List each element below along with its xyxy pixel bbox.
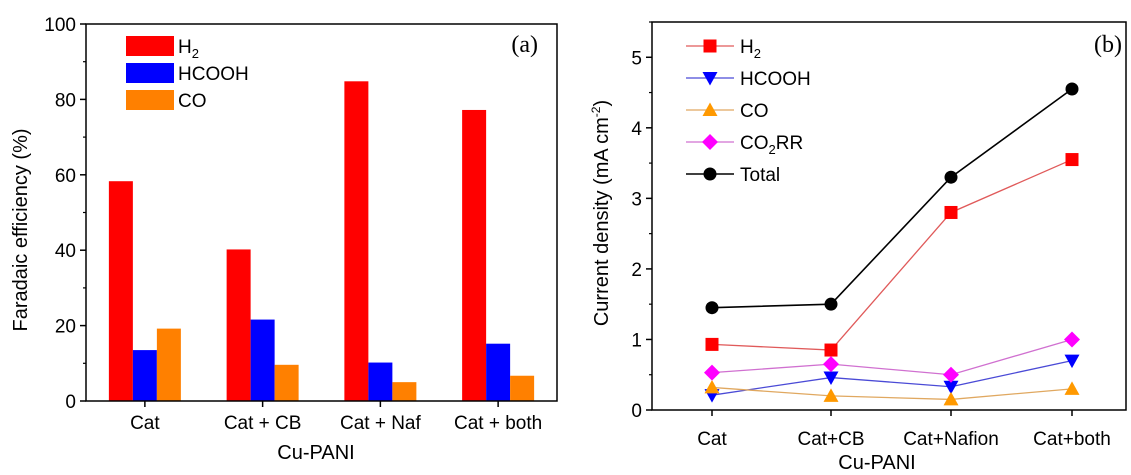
bar-co-1 [274,364,299,401]
bar-hcooh-0 [132,350,157,401]
legend-marker-hcooh [702,72,718,86]
panel-b-plot-frame [651,21,1127,411]
series-line-h2 [711,158,1073,351]
legend-label-h2: H2 [178,37,199,61]
legend-label-hcooh: HCOOH [740,69,811,90]
series-line-co2rr [711,338,1073,376]
legend-label-h2: H2 [740,37,761,61]
point-total-3 [1065,82,1079,96]
point-co-3 [1064,381,1080,395]
panel-a-y-tick-label: 20 [55,317,76,338]
panel-b-line-chart: Current density (mA cm-2) Cu-PANI (b) 0 1… [589,21,1127,474]
panel-a-y-tick-label: 60 [55,166,76,187]
point-total-1 [824,297,838,311]
point-co2rr-2 [943,366,959,383]
point-hcooh-2 [943,380,959,395]
point-co-1 [823,388,839,402]
bar-hcooh-1 [250,319,275,401]
legend-label-co: CO [740,101,769,122]
point-hcooh-1 [823,371,839,386]
panel-a-x-axis-label: Cu-PANI [277,442,354,464]
panel-a-x-tick-label: Cat + both [454,413,542,434]
bar-hcooh-2 [368,362,393,401]
bar-hcooh-3 [486,343,511,401]
legend-marker-h2 [703,39,717,53]
panel-b-y-tick-label: 2 [631,260,642,281]
panel-a-y-axis-label: Faradaic efficiency (%) [10,128,32,331]
bar-co-3 [510,375,535,401]
bar-h2-1 [226,249,251,401]
panel-a-x-tick-label: Cat + Naf [340,413,422,434]
panel-a-x-tick-label: Cat + CB [224,413,302,434]
series-line-co [711,386,1073,401]
panel-b-y-tick-label: 5 [631,48,642,69]
point-h2-2 [944,205,958,219]
legend-label-co2rr: CO2RR [740,133,803,157]
bar-h2-0 [108,181,133,401]
panel-a-bar-chart: Faradaic efficiency (%) Cu-PANI (a) 0 20 4… [10,15,558,464]
legend-label-total: Total [740,165,780,186]
panel-a-label: (a) [511,32,538,58]
legend-marker-co2rr [702,134,718,150]
point-co2rr-0 [704,364,720,381]
panel-b-y-tick-label: 3 [631,189,642,210]
legend-marker-total [703,167,717,181]
series-line-hcooh [711,359,1073,396]
panel-a-y-tick-label: 80 [55,90,76,111]
bar-h2-2 [344,81,369,401]
legend-label-co: CO [178,91,207,112]
point-h2-3 [1065,153,1079,167]
legend-marker-co [702,102,718,116]
panel-a-x-tick-label: Cat [130,413,160,434]
legend-swatch-hcooh [126,63,174,83]
legend-label-hcooh: HCOOH [178,64,249,85]
panel-a-y-tick-label: 0 [65,392,76,413]
panel-b-y-tick-label: 1 [631,330,642,351]
panel-b-y-axis-label: Current density (mA cm-2) [589,100,613,326]
point-co2rr-3 [1064,331,1080,348]
point-h2-1 [824,343,838,357]
point-co-0 [704,379,720,394]
point-total-0 [705,301,719,315]
legend-swatch-h2 [126,36,174,56]
panel-b-x-tick-label: Cat+CB [797,429,864,450]
point-co2rr-1 [823,356,839,373]
point-co-2 [943,391,959,406]
series-line-total [711,88,1073,309]
panel-b-label: (b) [1094,32,1122,58]
legend-swatch-co [126,90,174,110]
bar-co-0 [156,328,181,401]
panel-b-y-tick-label: 0 [631,401,642,422]
panel-b-y-tick-label: 4 [631,119,642,140]
point-total-2 [944,170,958,184]
bar-h2-3 [462,109,487,402]
point-h2-0 [705,337,719,351]
panel-b-x-tick-label: Cat [697,429,727,450]
panel-b-x-tick-label: Cat+Nafion [903,429,999,450]
panel-b-x-tick-label: Cat+both [1033,429,1111,450]
panel-b-x-axis-label: Cu-PANI [838,452,915,474]
panel-a-y-tick-label: 100 [44,15,76,36]
bar-co-2 [392,382,417,401]
panel-a-y-tick-label: 40 [55,241,76,262]
point-hcooh-3 [1064,354,1080,369]
